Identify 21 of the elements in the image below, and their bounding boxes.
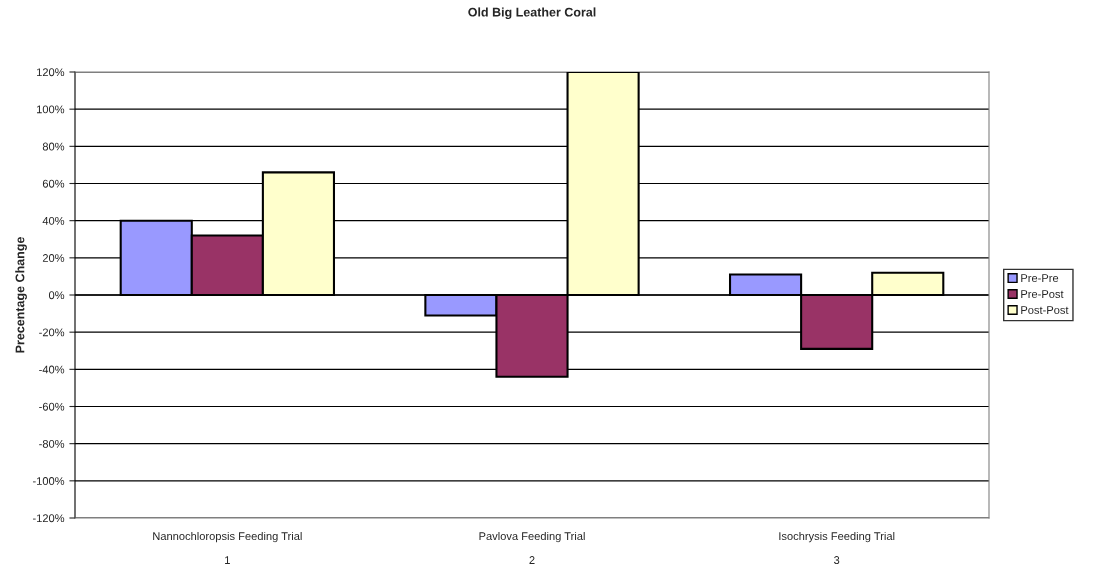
y-tick-label: 40%: [42, 216, 65, 225]
y-tick-label: 80%: [42, 142, 65, 151]
category-label: Pavlova Feeding Trial 2: [479, 531, 585, 564]
y-tick-label: 60%: [42, 179, 65, 188]
category-label: Isochrysis Feeding Trial 3: [779, 531, 895, 564]
y-tick-label: -80%: [39, 439, 65, 448]
chart-title: Old Big Leather Coral: [468, 7, 596, 20]
category-label: Nannochloropsis Feeding Trial 1: [153, 531, 302, 564]
y-tick-label: 100%: [37, 105, 65, 114]
legend-label: Post-Post: [1021, 306, 1069, 314]
y-axis-title: Precentage Change: [15, 237, 27, 353]
legend-label: Pre-Post: [1021, 290, 1064, 299]
y-tick-label: 0%: [48, 291, 65, 300]
y-tick-label: 120%: [37, 68, 65, 77]
y-tick-label: -100%: [32, 477, 65, 485]
y-tick-label: -60%: [39, 402, 65, 411]
y-tick-label: 20%: [42, 254, 65, 262]
y-tick-label: -40%: [39, 365, 65, 374]
y-tick-label: -120%: [32, 514, 65, 523]
y-tick-label: -20%: [39, 328, 65, 337]
legend-label: Pre-Pre: [1021, 274, 1059, 283]
